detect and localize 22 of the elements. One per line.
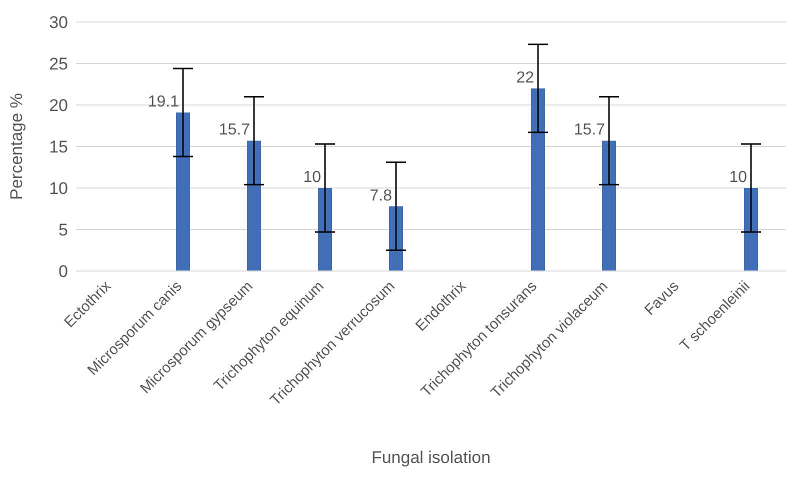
bar xyxy=(602,140,616,271)
bar xyxy=(247,140,261,271)
data-label: 15.7 xyxy=(218,122,250,139)
x-axis-title: Fungal isolation xyxy=(371,448,491,467)
y-tick-label: 20 xyxy=(49,96,68,116)
y-tick-label: 10 xyxy=(49,179,68,198)
y-tick-label: 15 xyxy=(49,138,68,157)
data-label: 15.7 xyxy=(574,122,606,139)
bar xyxy=(176,112,190,271)
data-label: 10 xyxy=(729,169,748,186)
data-label: 22 xyxy=(516,69,534,86)
data-label: 19.1 xyxy=(148,93,180,110)
y-tick-label: 30 xyxy=(49,13,68,32)
data-label: 7.8 xyxy=(370,187,392,204)
bar xyxy=(744,188,758,271)
y-axis-title: Percentage % xyxy=(7,93,26,200)
bar xyxy=(318,188,332,271)
y-tick-label: 25 xyxy=(49,54,68,74)
y-tick-label: 0 xyxy=(58,262,68,282)
data-label: 10 xyxy=(303,169,322,186)
y-tick-label: 5 xyxy=(58,220,68,240)
bar xyxy=(531,88,545,271)
